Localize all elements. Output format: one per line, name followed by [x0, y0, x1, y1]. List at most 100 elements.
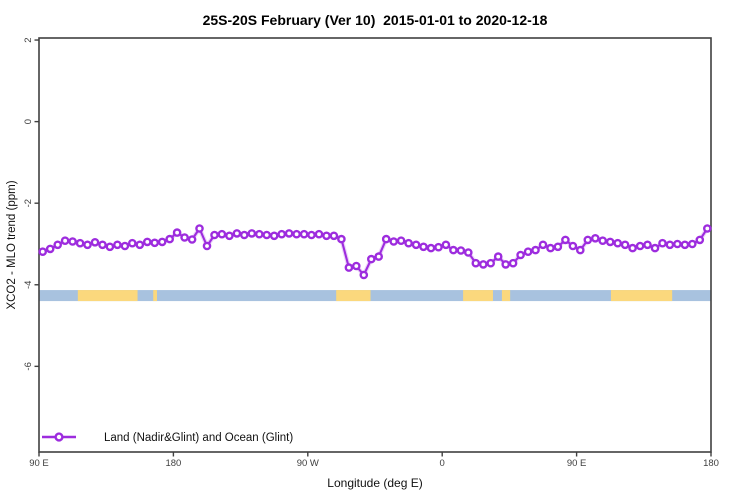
data-point-marker [576, 245, 585, 255]
data-point-marker [90, 237, 100, 247]
data-point-marker [591, 233, 600, 243]
data-point-marker [344, 263, 354, 272]
data-point-marker [463, 248, 473, 257]
data-line [41, 227, 709, 277]
y-tick-label: -6 [23, 362, 34, 370]
data-point-marker [202, 241, 212, 251]
data-series [38, 224, 712, 280]
data-point-marker [83, 240, 92, 250]
data-point-marker [553, 242, 563, 252]
data-point-marker [135, 240, 145, 250]
data-point-marker [277, 229, 287, 239]
data-point-marker [404, 238, 413, 248]
data-point-marker [157, 237, 167, 247]
land-band-segment [77, 290, 138, 302]
x-tick-label: 90 W [297, 458, 319, 469]
data-point-marker [292, 229, 301, 239]
legend: Land (Nadir&Glint) and Ocean (Glint) [42, 432, 293, 444]
data-point-marker [239, 230, 249, 240]
data-point-marker [307, 230, 316, 240]
data-point-marker [150, 238, 159, 248]
data-point-marker [673, 239, 682, 249]
y-tick-label: -2 [23, 199, 34, 207]
data-line-halo [40, 226, 710, 278]
x-tick-label: 180 [703, 458, 719, 469]
data-point-marker [688, 239, 697, 249]
data-point-marker [568, 241, 578, 251]
data-point-marker [628, 243, 637, 253]
data-point-marker [441, 240, 451, 250]
x-tick-label: 0 [440, 458, 445, 469]
x-tick-label: 180 [165, 458, 181, 469]
data-point-marker [195, 224, 204, 233]
data-point-marker [620, 240, 630, 250]
legend-label: Land (Nadir&Glint) and Ocean (Glint) [104, 432, 293, 444]
x-tick-label: 90 E [29, 458, 49, 469]
data-point-marker [142, 237, 152, 247]
data-point-marker [665, 240, 675, 250]
data-point-marker [426, 243, 436, 253]
land-ocean-band [39, 290, 711, 302]
data-point-marker [703, 224, 712, 233]
x-axis-title: Longitude (deg E) [327, 476, 422, 490]
data-point-marker [247, 229, 257, 238]
data-point-marker [225, 231, 234, 241]
data-point-marker [351, 261, 361, 271]
data-point-marker [381, 234, 391, 244]
data-point-marker [38, 247, 48, 256]
data-point-marker [314, 229, 324, 239]
data-point-marker [53, 240, 63, 250]
data-point-marker [299, 229, 309, 239]
axis-ticks: 90 E 180 90 W 0 90 E 180 2 0 -2 -4 -6 [23, 37, 719, 469]
data-point-marker [538, 240, 548, 250]
land-band-segment [501, 290, 511, 302]
data-point-marker [493, 252, 503, 261]
x-tick-label: 90 E [567, 458, 587, 469]
legend-marker-icon [54, 432, 64, 442]
data-point-marker [45, 244, 55, 254]
data-point-marker [605, 237, 615, 247]
data-point-marker [695, 235, 705, 245]
data-point-marker [60, 236, 70, 245]
data-point-marker [680, 240, 690, 250]
data-point-marker [75, 238, 85, 248]
data-point-marker [419, 242, 428, 252]
y-tick-label: 2 [23, 37, 34, 42]
data-point-marker [269, 231, 279, 241]
data-point-marker [434, 242, 443, 252]
data-point-marker [284, 229, 294, 238]
data-point-marker [523, 247, 533, 256]
data-point-marker [658, 238, 667, 248]
data-point-marker [546, 243, 555, 253]
data-point-marker [486, 258, 496, 268]
land-band-segment [336, 290, 371, 302]
y-tick-label: 0 [23, 119, 34, 124]
land-band-segment [463, 290, 493, 302]
data-point-marker [396, 236, 406, 245]
data-point-marker [322, 231, 331, 241]
data-point-marker [583, 235, 593, 245]
data-point-marker [337, 234, 346, 244]
y-axis-title: XCO2 - MLO trend (ppm) [6, 180, 18, 309]
ocean-band [39, 290, 711, 302]
data-point-marker [471, 258, 481, 268]
data-point-marker [366, 254, 376, 264]
data-point-marker [262, 230, 272, 240]
data-point-marker [232, 229, 242, 238]
data-point-marker [516, 250, 525, 260]
plot-border [38, 37, 712, 453]
land-band-segment [610, 290, 673, 302]
data-point-marker [411, 240, 421, 250]
data-point-marker [210, 230, 219, 240]
data-point-marker [449, 245, 458, 255]
data-point-marker [105, 242, 115, 252]
data-point-marker [217, 229, 227, 239]
data-point-marker [561, 235, 570, 245]
land-band-segment [153, 290, 157, 302]
data-point-marker [329, 231, 339, 241]
data-point-marker [127, 238, 137, 248]
chart-title: 25S-20S February (Ver 10) 2015-01-01 to … [202, 12, 548, 28]
data-point-marker [254, 229, 264, 239]
data-point-marker [389, 237, 399, 246]
